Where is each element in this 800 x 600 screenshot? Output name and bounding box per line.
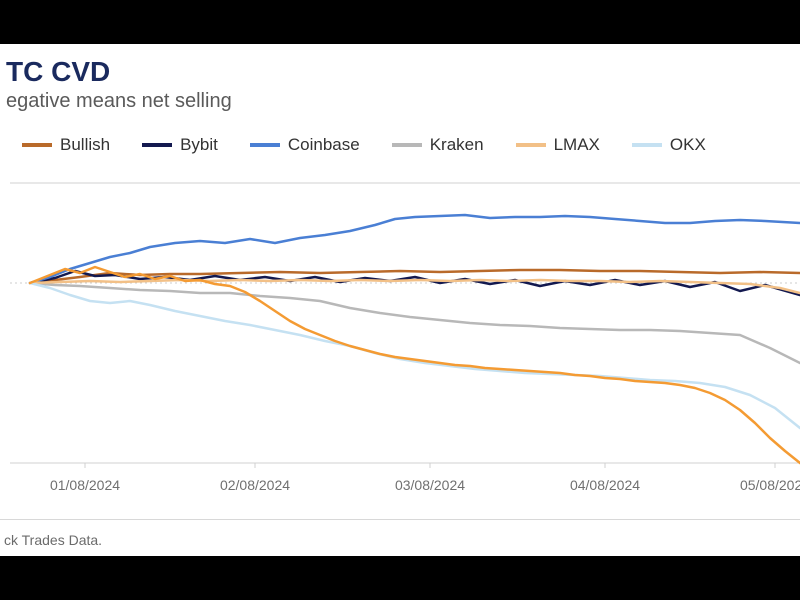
footer-source-text: ck Trades Data. [4,532,102,548]
x-axis: 01/08/2024 02/08/2024 03/08/2024 04/08/2024… [0,477,800,497]
legend-swatch [250,143,280,147]
chart-plot-area: 01/08/202402/08/202403/08/202404/08/2024… [0,173,800,473]
legend-swatch [22,143,52,147]
letterbox-bottom [0,556,800,600]
legend-swatch [632,143,662,147]
series-line [30,283,800,363]
legend-label: Coinbase [288,135,360,155]
series-line [30,267,800,463]
legend-item: OKX [632,135,706,155]
legend-label: Bullish [60,135,110,155]
chart-subtitle: egative means net selling [0,90,800,113]
legend-item: Bullish [22,135,110,155]
footer-divider [0,519,800,520]
chart-card: TC CVD egative means net selling Bullish… [0,44,800,556]
legend-label: LMAX [554,135,600,155]
legend-label: Kraken [430,135,484,155]
x-tick-label: 05/08/2024 [740,477,800,493]
legend: Bullish Bybit Coinbase Kraken LMAX OKX [0,113,800,163]
series-line [30,283,800,428]
line-chart-svg [0,173,800,473]
letterbox-top [0,0,800,44]
legend-item: Coinbase [250,135,360,155]
legend-label: Bybit [180,135,218,155]
legend-swatch [516,143,546,147]
x-tick-label: 03/08/2024 [395,477,465,493]
chart-title: TC CVD [0,56,800,88]
x-tick-label: 04/08/2024 [570,477,640,493]
legend-item: Kraken [392,135,484,155]
legend-swatch [392,143,422,147]
legend-swatch [142,143,172,147]
legend-item: LMAX [516,135,600,155]
legend-item: Bybit [142,135,218,155]
legend-label: OKX [670,135,706,155]
x-tick-label: 02/08/2024 [220,477,290,493]
x-tick-label: 01/08/2024 [50,477,120,493]
